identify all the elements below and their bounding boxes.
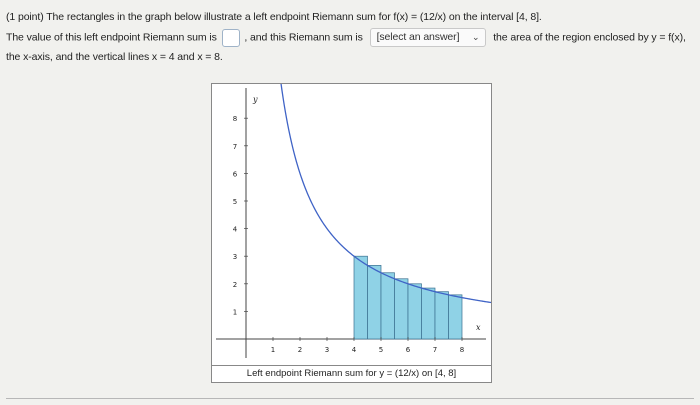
- riemann-rectangle-7: [434, 291, 449, 340]
- riemann-rectangle-6: [421, 287, 436, 340]
- problem-line-1: (1 point) The rectangles in the graph be…: [6, 11, 542, 23]
- x-tick-label: 5: [379, 346, 383, 354]
- x-tick-label: 2: [298, 346, 302, 354]
- y-tick-label: 6: [233, 170, 238, 178]
- y-tick-label: 7: [233, 143, 237, 151]
- problem-line-3: the x-axis, and the vertical lines x = 4…: [6, 51, 223, 63]
- graph-caption: Left endpoint Riemann sum for y = (12/x)…: [212, 365, 491, 379]
- divider: [6, 398, 694, 399]
- comparison-select[interactable]: [select an answer] ⌄: [369, 28, 487, 47]
- x-axis-label: x: [476, 323, 481, 332]
- y-tick-label: 8: [233, 115, 237, 123]
- x-tick-label: 1: [271, 346, 275, 354]
- x-tick-label: 7: [433, 346, 437, 354]
- riemann-rectangle-8: [448, 294, 463, 340]
- riemann-sum-prompt: The value of this left endpoint Riemann …: [6, 31, 217, 44]
- y-tick-label: 2: [233, 281, 237, 289]
- riemann-rectangle-1: [353, 255, 368, 340]
- y-tick-label: 5: [233, 198, 237, 206]
- riemann-rectangle-5: [407, 283, 422, 340]
- riemann-sum-answer-field[interactable]: [221, 28, 240, 47]
- area-region-text: the area of the region enclosed by y = f…: [493, 31, 686, 44]
- y-tick-label: 3: [233, 253, 237, 261]
- x-tick-label: 6: [406, 346, 411, 354]
- x-tick-label: 3: [325, 346, 329, 354]
- x-tick-label: 4: [352, 346, 357, 354]
- problem-line-2: The value of this left endpoint Riemann …: [6, 28, 686, 47]
- chevron-down-icon: ⌄: [471, 32, 480, 42]
- y-tick-label: 1: [233, 308, 237, 316]
- x-tick-label: 8: [460, 346, 464, 354]
- comparison-prompt: , and this Riemann sum is: [244, 31, 363, 44]
- graph-plot: 1 2 3 4 5 6 7 8 1 2 3 4 5 6 7 8 y x: [216, 84, 491, 358]
- riemann-rectangle-2: [367, 265, 382, 340]
- riemann-rectangle-4: [394, 278, 409, 340]
- y-tick-label: 4: [233, 226, 238, 234]
- y-axis-label: y: [252, 95, 258, 104]
- riemann-rectangle-3: [380, 272, 395, 340]
- function-curve: [280, 84, 491, 304]
- comparison-select-value: [select an answer]: [376, 31, 460, 43]
- riemann-sum-graph: 1 2 3 4 5 6 7 8 1 2 3 4 5 6 7 8 y x Left endpoint Riema…: [211, 83, 492, 383]
